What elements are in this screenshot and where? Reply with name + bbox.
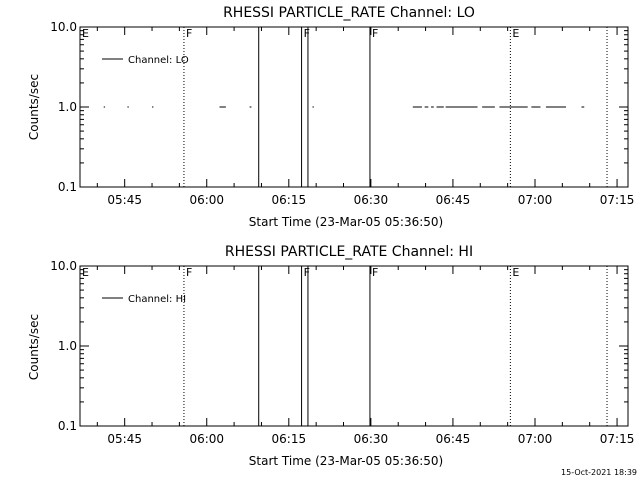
- lo-panel-title: RHESSI PARTICLE_RATE Channel: LO: [223, 5, 475, 21]
- lo-legend-label: Channel: LO: [128, 55, 189, 66]
- hi-panel-title: RHESSI PARTICLE_RATE Channel: HI: [225, 244, 473, 260]
- lo-event-marker-label: F: [186, 27, 192, 40]
- hi-x-tick-label: 06:15: [272, 432, 307, 446]
- lo-event-marker-label: E: [82, 27, 89, 40]
- lo-y-tick-label: 10.0: [50, 20, 77, 34]
- hi-x-tick-label: 07:00: [518, 432, 553, 446]
- hi-y-tick-label: 1.0: [58, 339, 77, 353]
- lo-x-tick-label: 06:30: [354, 193, 389, 207]
- lo-x-axis-label: Start Time (23-Mar-05 05:36:50): [249, 215, 443, 229]
- lo-x-tick-label: 06:15: [272, 193, 307, 207]
- hi-y-axis-label: Counts/sec: [27, 314, 41, 380]
- hi-event-marker-label: F: [186, 266, 192, 279]
- hi-plot-frame: [79, 265, 629, 427]
- hi-x-tick-label: 06:30: [354, 432, 389, 446]
- lo-event-marker-label: F: [304, 27, 310, 40]
- hi-legend-label: Channel: HI: [128, 294, 186, 305]
- lo-event-marker-label: E: [512, 27, 519, 40]
- lo-y-axis-label: Counts/sec: [27, 74, 41, 140]
- lo-x-tick-label: 05:45: [107, 193, 142, 207]
- hi-x-tick-label: 06:00: [189, 432, 224, 446]
- hi-channel-panel: RHESSI PARTICLE_RATE Channel: HI Counts/…: [27, 244, 634, 468]
- lo-y-tick-label: 0.1: [58, 180, 77, 194]
- lo-event-marker-label: F: [372, 27, 378, 40]
- hi-event-marker-label: F: [304, 266, 310, 279]
- lo-x-tick-label: 06:45: [436, 193, 471, 207]
- hi-y-tick-label: 0.1: [58, 419, 77, 433]
- plot-timestamp: 15-Oct-2021 18:39: [561, 468, 637, 477]
- hi-y-tick-label: 10.0: [50, 259, 77, 273]
- lo-x-tick-label: 07:00: [518, 193, 553, 207]
- lo-x-tick-label: 07:15: [600, 193, 635, 207]
- lo-plot-frame: [79, 26, 629, 188]
- hi-event-marker-label: F: [372, 266, 378, 279]
- hi-x-axis-label: Start Time (23-Mar-05 05:36:50): [249, 454, 443, 468]
- hi-x-tick-label: 07:15: [600, 432, 635, 446]
- lo-channel-panel: RHESSI PARTICLE_RATE Channel: LO Counts/…: [27, 5, 634, 229]
- hi-x-tick-label: 05:45: [107, 432, 142, 446]
- lo-y-tick-label: 1.0: [58, 100, 77, 114]
- hi-event-marker-label: E: [512, 266, 519, 279]
- hi-x-tick-label: 06:45: [436, 432, 471, 446]
- lo-x-tick-label: 06:00: [189, 193, 224, 207]
- hi-event-marker-label: E: [82, 266, 89, 279]
